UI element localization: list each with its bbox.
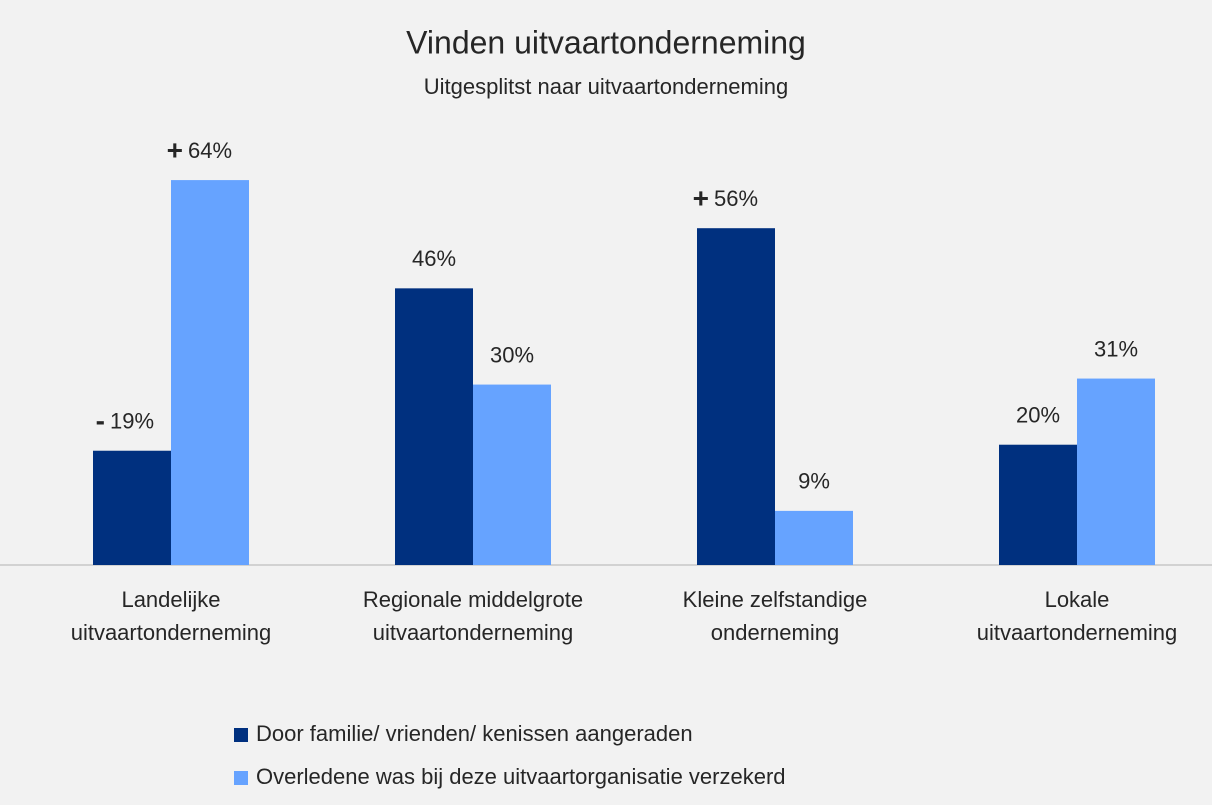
significance-marker: + [167, 134, 183, 165]
chart-title: Vinden uitvaartonderneming [406, 24, 806, 60]
value-label: 20% [1016, 403, 1060, 428]
bar [473, 384, 551, 565]
bar [395, 288, 473, 565]
x-tick-label: Landelijke uitvaartonderneming [70, 587, 272, 645]
value-label: 19% [110, 409, 154, 434]
chart-subtitle: Uitgesplitst naar uitvaartonderneming [424, 74, 788, 99]
bar [697, 228, 775, 565]
bar [999, 444, 1077, 565]
legend-swatch [234, 771, 248, 785]
bar [775, 510, 853, 565]
x-tick-label: Lokale uitvaartonderneming [976, 587, 1178, 645]
legend-label: Door familie/ vrienden/ kenissen aangera… [256, 721, 693, 746]
value-label: 56% [714, 186, 758, 211]
bar [171, 180, 249, 566]
value-label: 64% [188, 138, 232, 163]
bar [1077, 378, 1155, 565]
legend-label: Overledene was bij deze uitvaartorganisa… [256, 764, 786, 789]
x-tick-label: Regionale middelgrote uitvaartondernemin… [362, 587, 584, 645]
significance-marker: + [693, 183, 709, 214]
significance-marker: - [96, 405, 105, 436]
value-label: 46% [412, 246, 456, 271]
x-tick-label: Kleine zelfstandige onderneming [682, 587, 868, 645]
value-label: 30% [490, 342, 534, 367]
bar [93, 450, 171, 565]
value-label: 9% [798, 469, 830, 494]
legend-swatch [234, 728, 248, 742]
value-label: 31% [1094, 336, 1138, 361]
